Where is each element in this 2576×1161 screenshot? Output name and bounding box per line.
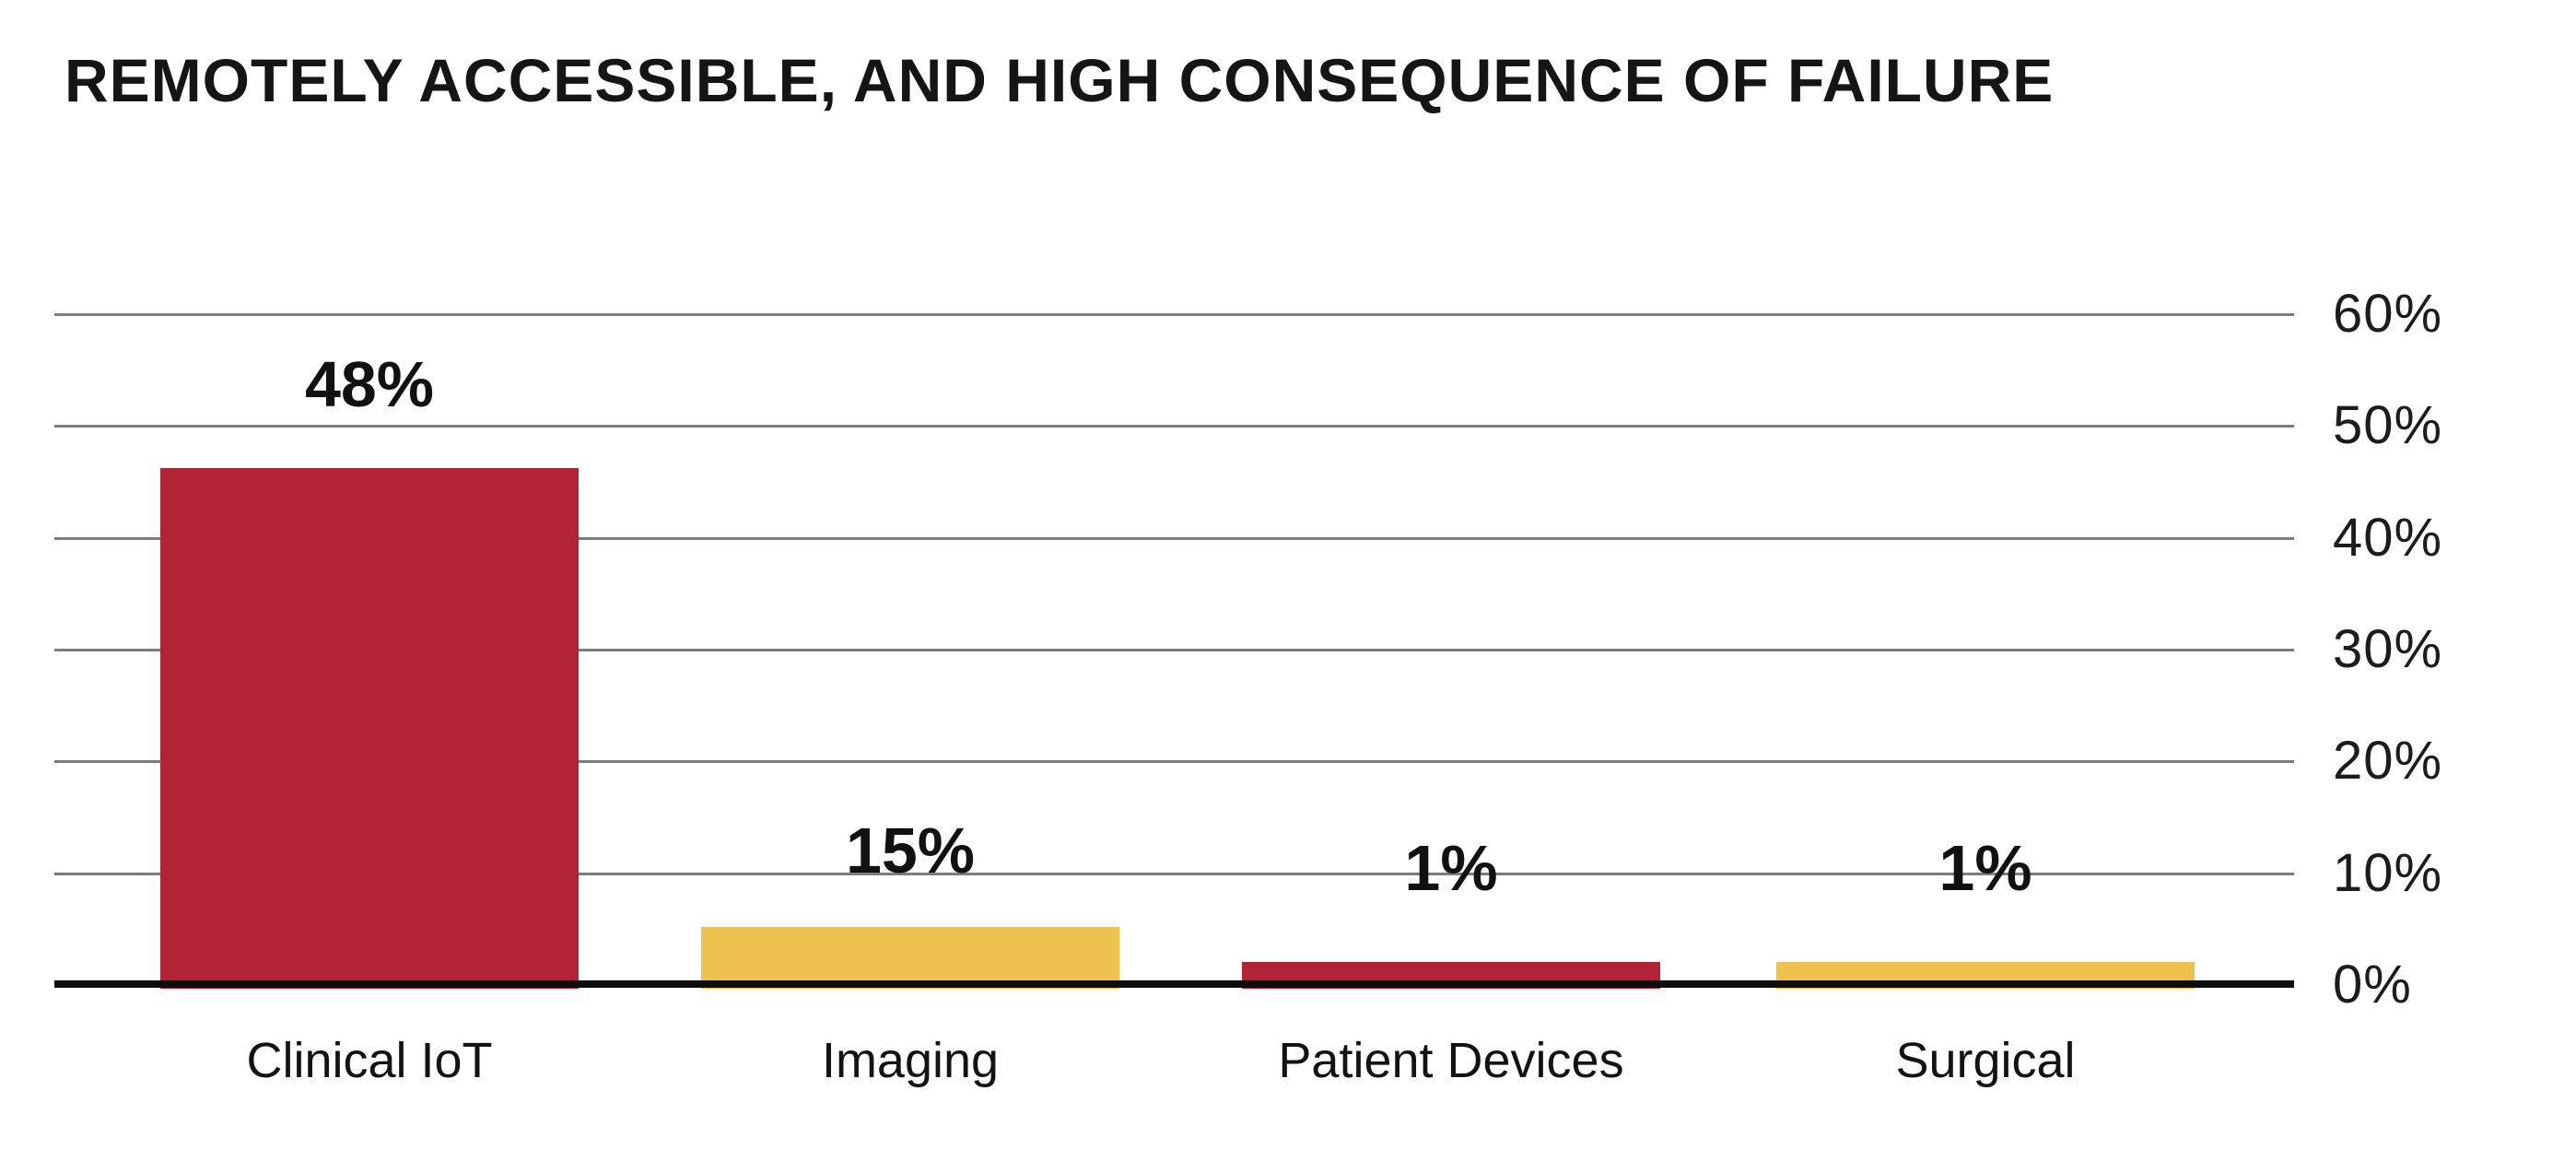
chart-title: REMOTELY ACCESSIBLE, AND HIGH CONSEQUENC…	[64, 46, 2055, 114]
gridline-60	[54, 313, 2294, 317]
bar-imaging	[701, 927, 1119, 989]
y-tick-label-0: 0%	[2333, 955, 2412, 1014]
category-label-imaging: Imaging	[821, 1033, 1000, 1088]
y-tick-label-20: 20%	[2333, 731, 2443, 792]
category-label-clinical-iot: Clinical IoT	[246, 1033, 493, 1088]
category-label-patient-devices: Patient Devices	[1278, 1033, 1624, 1088]
bar-value-label-1: 15%	[845, 815, 976, 886]
y-tick-label-10: 10%	[2333, 842, 2443, 903]
y-tick-label-50: 50%	[2333, 395, 2443, 456]
category-label-surgical: Surgical	[1895, 1033, 2076, 1088]
y-tick-label-40: 40%	[2333, 507, 2443, 568]
bar-clinical-iot	[160, 468, 579, 989]
y-tick-label-30: 30%	[2333, 619, 2443, 679]
x-axis-line	[54, 980, 2294, 988]
bar-value-label-3: 1%	[1938, 832, 2032, 904]
bar-value-label-2: 1%	[1404, 832, 1498, 904]
bar-value-label-0: 48%	[304, 348, 435, 420]
gridline-50	[54, 425, 2294, 428]
gridline-10	[54, 872, 2294, 875]
y-tick-label-60: 60%	[2333, 284, 2443, 345]
gridline-30	[54, 649, 2294, 651]
gridline-40	[54, 536, 2294, 540]
gridline-20	[54, 760, 2294, 764]
